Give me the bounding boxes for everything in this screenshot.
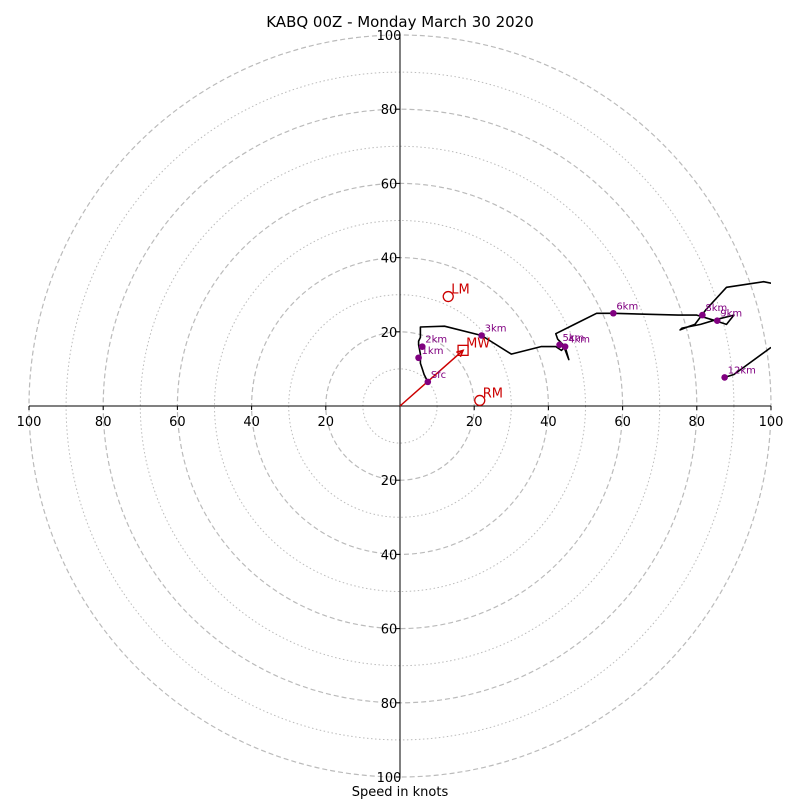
height-label-1km: 1km — [422, 346, 444, 357]
height-point-2km — [418, 343, 426, 350]
height-point-4km — [561, 343, 569, 350]
lm-label: LM — [451, 283, 469, 298]
y-tick-label: 100 — [377, 771, 402, 786]
lm-marker — [442, 290, 454, 303]
y-tick-label: 40 — [381, 548, 398, 563]
x-tick-label: 100 — [759, 415, 784, 430]
height-label-2km: 2km — [425, 335, 447, 346]
x-axis-label: Speed in knots — [352, 785, 449, 800]
height-label-5km: 5km — [563, 333, 585, 344]
x-tick-label: 80 — [689, 415, 706, 430]
y-tick-label: 80 — [381, 103, 398, 118]
y-tick-label: 60 — [381, 623, 398, 638]
height-point-sfc — [424, 378, 432, 386]
x-tick-label: 100 — [17, 415, 42, 430]
y-tick-label: 60 — [381, 177, 398, 192]
mw-label: MW — [466, 336, 490, 351]
height-point-12km — [721, 374, 728, 381]
height-point-8km — [699, 311, 706, 319]
x-tick-label: 60 — [169, 415, 186, 430]
storm-motion-markers: LM MW RM — [399, 283, 503, 407]
mean-wind-arrow — [399, 349, 464, 407]
height-label-sfc: Sfc — [431, 370, 446, 381]
x-tick-label: 20 — [318, 415, 335, 430]
y-tick-label: 80 — [381, 697, 398, 712]
height-point-5km — [556, 341, 563, 349]
y-tick-label: 100 — [377, 29, 402, 44]
height-point-3km — [478, 332, 485, 339]
height-label-12km: 12km — [728, 365, 756, 376]
y-tick-label: 20 — [381, 474, 398, 489]
height-label-4km: 4km — [568, 335, 590, 346]
y-tick-label: 40 — [381, 252, 398, 267]
x-tick-label: 60 — [614, 415, 631, 430]
height-label-8km: 8km — [705, 303, 727, 314]
height-point-6km — [610, 309, 617, 317]
mw-marker — [457, 344, 469, 357]
chart-title: KABQ 00Z - Monday March 30 2020 — [266, 13, 534, 31]
tick-labels: 100 100 80 80 60 60 40 40 20 20 20 20 40 40 60 60 80 80 10… — [17, 29, 784, 786]
x-tick-label: 20 — [466, 415, 483, 430]
rm-marker — [474, 394, 486, 407]
x-tick-label: 40 — [243, 415, 260, 430]
hodograph-line — [417, 280, 771, 383]
x-tick-label: 40 — [540, 415, 557, 430]
height-point-9km — [713, 317, 721, 324]
height-label-9km: 9km — [720, 309, 742, 320]
x-tick-label: 80 — [95, 415, 112, 430]
height-label-3km: 3km — [485, 324, 507, 335]
y-tick-label: 20 — [381, 326, 398, 341]
height-label-6km: 6km — [616, 301, 638, 312]
rm-label: RM — [483, 386, 503, 401]
height-point-1km — [415, 354, 422, 362]
